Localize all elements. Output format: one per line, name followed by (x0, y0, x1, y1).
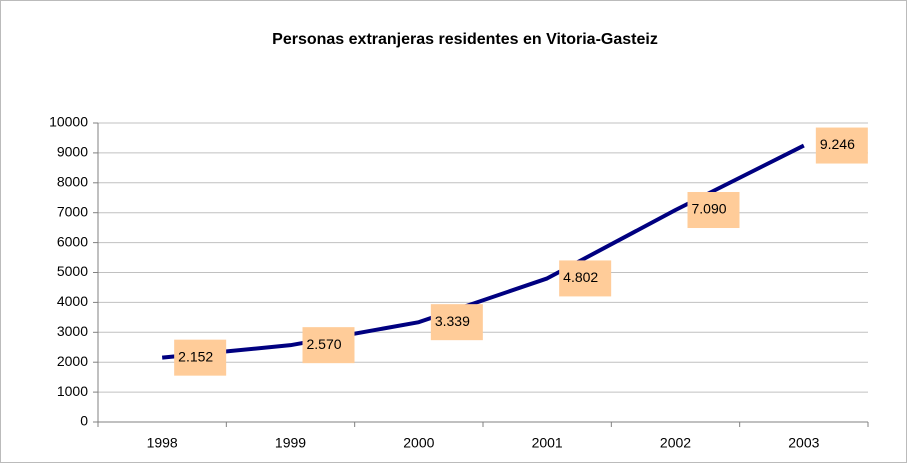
x-tick-label: 1998 (147, 435, 178, 451)
data-label: 9.246 (820, 136, 855, 152)
x-tick-label: 2003 (788, 435, 819, 451)
data-label: 2.152 (178, 348, 213, 364)
x-tick-label: 2000 (403, 435, 434, 451)
data-label-box (559, 260, 612, 297)
y-tick-label: 1000 (57, 383, 88, 399)
y-tick-label: 8000 (57, 174, 88, 190)
data-label: 3.339 (435, 313, 470, 329)
data-label: 7.090 (692, 201, 727, 217)
x-tick-label: 2002 (660, 435, 691, 451)
data-label-box (687, 192, 740, 229)
chart-title: Personas extranjeras residentes en Vitor… (272, 31, 658, 48)
x-tick-label: 2001 (532, 435, 563, 451)
y-tick-label: 2000 (57, 353, 88, 369)
y-tick-label: 4000 (57, 293, 88, 309)
y-tick-label: 0 (80, 413, 88, 429)
y-tick-label: 10000 (49, 114, 88, 130)
y-tick-label: 9000 (57, 144, 88, 160)
data-label: 2.570 (307, 336, 342, 352)
y-tick-label: 5000 (57, 263, 88, 279)
data-label-box (815, 127, 868, 164)
y-tick-label: 6000 (57, 233, 88, 249)
y-tick-label: 3000 (57, 323, 88, 339)
data-label: 4.802 (563, 269, 598, 285)
data-label-box (302, 327, 355, 364)
data-label-box (174, 339, 227, 376)
data-label-box (430, 304, 483, 341)
x-tick-label: 1999 (275, 435, 306, 451)
y-tick-label: 7000 (57, 203, 88, 219)
